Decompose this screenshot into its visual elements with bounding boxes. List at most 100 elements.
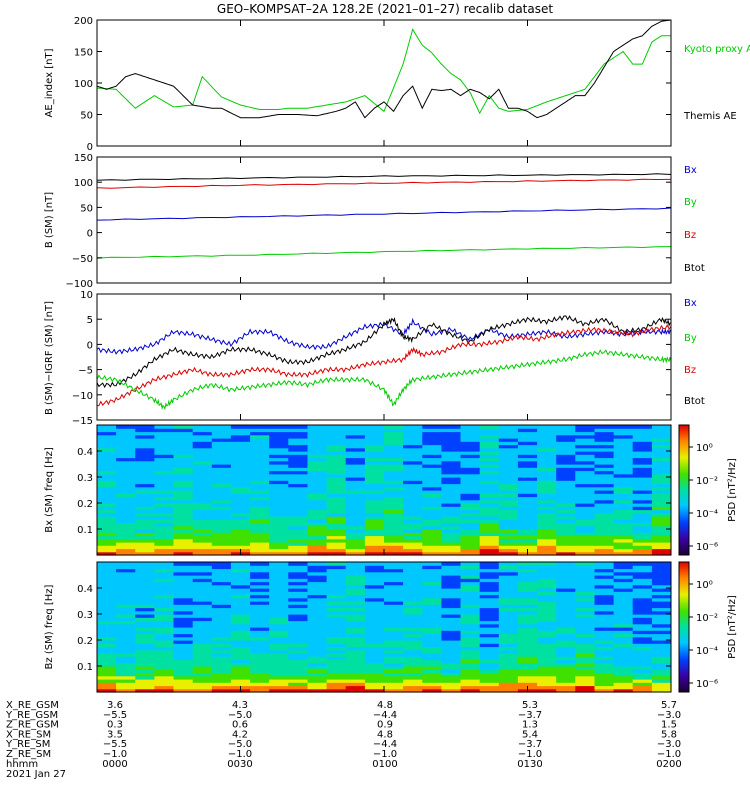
heatmap-cell bbox=[613, 656, 634, 661]
heatmap-cell bbox=[307, 620, 328, 625]
heatmap-cell bbox=[651, 591, 672, 596]
heatmap-cell bbox=[326, 425, 347, 429]
colorbar-tick-label: 10⁰ bbox=[696, 443, 713, 454]
heatmap-cell bbox=[154, 535, 174, 540]
heatmap-cell bbox=[211, 425, 232, 429]
heatmap-cell bbox=[594, 623, 615, 628]
heatmap-cell bbox=[230, 483, 251, 488]
heatmap-cell bbox=[384, 551, 404, 556]
heatmap-cell bbox=[135, 669, 155, 674]
heatmap-cell bbox=[517, 477, 538, 481]
heatmap-cell bbox=[250, 601, 270, 605]
heatmap-cell bbox=[364, 594, 385, 599]
heatmap-cell bbox=[651, 607, 672, 612]
heatmap-cell bbox=[135, 640, 155, 644]
heatmap-cell bbox=[517, 669, 538, 674]
heatmap-cell bbox=[345, 519, 366, 524]
heatmap-cell bbox=[192, 562, 213, 566]
heatmap-cell bbox=[384, 431, 404, 436]
heatmap-cell bbox=[211, 464, 232, 468]
heatmap-cell bbox=[288, 529, 308, 533]
heatmap-cell bbox=[135, 672, 155, 677]
heatmap-cell bbox=[173, 441, 194, 446]
heatmap-cell bbox=[345, 506, 366, 511]
heatmap-cell bbox=[632, 441, 653, 446]
heatmap-cell bbox=[154, 441, 174, 446]
heatmap-cell bbox=[154, 646, 174, 651]
heatmap-cell bbox=[384, 503, 404, 507]
heatmap-cell bbox=[556, 578, 576, 583]
heatmap-cell bbox=[364, 428, 385, 433]
heatmap-cell bbox=[422, 607, 442, 612]
heatmap-cell bbox=[173, 633, 194, 638]
heatmap-cell bbox=[192, 506, 213, 511]
heatmap-cell bbox=[192, 679, 213, 683]
heatmap-cell bbox=[384, 627, 404, 631]
heatmap-cell bbox=[135, 467, 155, 472]
footer-cell: −1.0 bbox=[373, 749, 397, 760]
heatmap-cell bbox=[613, 617, 634, 622]
heatmap-cell bbox=[173, 682, 194, 687]
heatmap-cell bbox=[594, 633, 615, 638]
heatmap-cell bbox=[326, 636, 347, 641]
bx-spec-ylabel: Bx (SM) freq [Hz] bbox=[44, 447, 55, 533]
heatmap-cell bbox=[288, 646, 308, 651]
heatmap-cell bbox=[192, 509, 213, 514]
heatmap-cell bbox=[651, 493, 672, 498]
heatmap-cell bbox=[364, 607, 385, 612]
heatmap-cell bbox=[441, 551, 461, 556]
heatmap-cell bbox=[537, 451, 557, 455]
heatmap-cell bbox=[384, 685, 404, 690]
heatmap-cell bbox=[575, 451, 595, 455]
heatmap-cell bbox=[288, 470, 308, 475]
heatmap-cell bbox=[384, 499, 404, 504]
heatmap-cell bbox=[192, 483, 213, 488]
heatmap-cell bbox=[498, 594, 519, 599]
heatmap-cell bbox=[288, 679, 308, 683]
heatmap-cell bbox=[613, 438, 634, 442]
heatmap-cell bbox=[250, 627, 270, 631]
heatmap-cell bbox=[575, 483, 595, 488]
heatmap-cell bbox=[613, 542, 634, 546]
heatmap-cell bbox=[403, 444, 423, 449]
heatmap-cell bbox=[230, 538, 251, 543]
heatmap-cell bbox=[211, 675, 232, 680]
heatmap-cell bbox=[403, 467, 423, 472]
heatmap-cell bbox=[441, 643, 461, 648]
heatmap-cell bbox=[97, 538, 117, 543]
footer-cell: −1.0 bbox=[657, 749, 681, 760]
heatmap-cell bbox=[556, 457, 576, 462]
heatmap-cell bbox=[307, 538, 328, 543]
heatmap-cell bbox=[269, 581, 289, 586]
heatmap-cell bbox=[651, 662, 672, 667]
heatmap-cell bbox=[594, 525, 615, 530]
heatmap-cell bbox=[364, 493, 385, 498]
heatmap-cell bbox=[269, 519, 289, 524]
heatmap-cell bbox=[135, 542, 155, 546]
heatmap-cell bbox=[173, 499, 194, 504]
heatmap-cell bbox=[135, 610, 155, 615]
heatmap-cell bbox=[326, 617, 347, 622]
heatmap-cell bbox=[364, 601, 385, 605]
heatmap-cell bbox=[116, 601, 136, 605]
heatmap-cell bbox=[326, 525, 347, 530]
heatmap-cell bbox=[441, 617, 461, 622]
heatmap-cell bbox=[537, 516, 557, 520]
heatmap-cell bbox=[154, 669, 174, 674]
heatmap-cell bbox=[269, 604, 289, 609]
heatmap-cell bbox=[173, 464, 194, 468]
heatmap-cell bbox=[116, 568, 136, 573]
heatmap-cell bbox=[97, 614, 117, 618]
heatmap-cell bbox=[230, 640, 251, 644]
heatmap-cell bbox=[345, 643, 366, 648]
heatmap-cell bbox=[575, 480, 595, 485]
heatmap-cell bbox=[441, 581, 461, 586]
heatmap-cell bbox=[154, 438, 174, 442]
heatmap-cell bbox=[230, 568, 251, 573]
heatmap-cell bbox=[384, 581, 404, 586]
heatmap-cell bbox=[269, 565, 289, 570]
heatmap-cell bbox=[556, 607, 576, 612]
heatmap-cell bbox=[441, 431, 461, 436]
heatmap-cell bbox=[135, 588, 155, 592]
heatmap-cell bbox=[403, 643, 423, 648]
